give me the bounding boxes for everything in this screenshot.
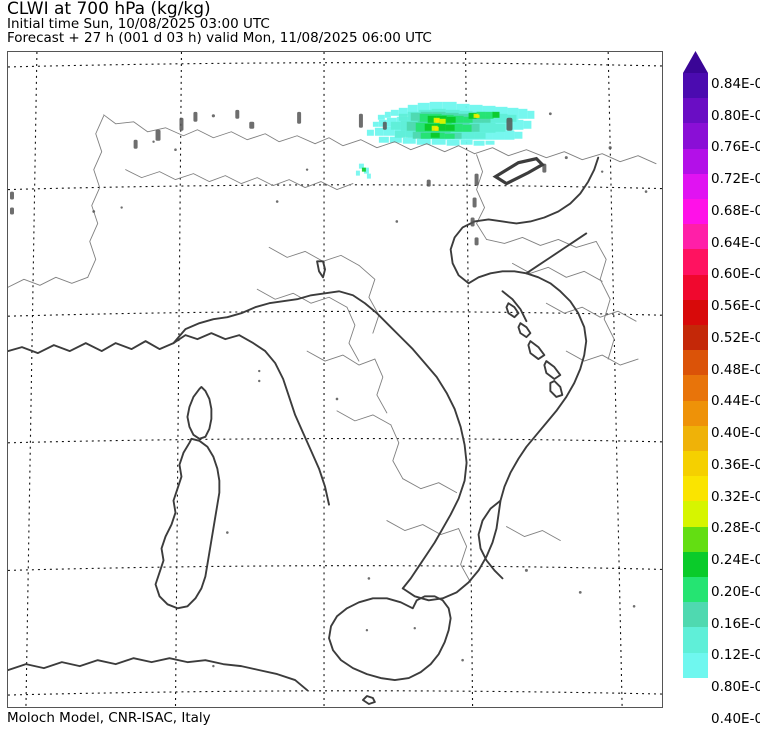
- colorbar-tick-label: 0.16E-03: [711, 615, 760, 632]
- colorbar-band: [683, 501, 708, 527]
- map-canvas: [8, 52, 662, 707]
- data-field-clwi: [355, 101, 535, 179]
- colorbar-band: [683, 652, 708, 678]
- colorbar-tick-label: 0.44E-03: [711, 393, 760, 410]
- colorbar-band: [683, 425, 708, 452]
- colorbar-band: [683, 526, 708, 552]
- colorbar-band: [683, 123, 708, 149]
- colorbar-tick-label: 0.72E-03: [711, 171, 760, 188]
- colorbar-tick-label: 0.76E-03: [711, 139, 760, 156]
- map-panel[interactable]: [7, 51, 663, 708]
- colorbar-tick-labels: 0.84E-03 0.80E-03 0.76E-03 0.72E-03 0.68E-03…: [711, 51, 760, 726]
- colorbar-tick-label: 0.52E-03: [711, 329, 760, 346]
- colorbar-tick-label: 0.40E-03: [711, 425, 760, 442]
- colorbar-bands: [683, 73, 708, 678]
- graticule: [8, 52, 662, 707]
- colorbar-tick-label: 0.36E-03: [711, 456, 760, 473]
- colorbar-band: [683, 451, 708, 477]
- colorbar-band: [683, 627, 708, 653]
- colorbar-band: [683, 299, 708, 326]
- colorbar-band: [683, 602, 708, 628]
- page-title: CLWI at 700 hPa (kg/kg): [7, 0, 211, 19]
- colorbar-tick-label: 0.68E-03: [711, 202, 760, 219]
- colorbar-band: [683, 73, 708, 99]
- coastlines: [8, 156, 600, 705]
- colorbar-band: [683, 325, 708, 351]
- colorbar: [683, 51, 708, 678]
- colorbar-band: [683, 173, 708, 200]
- colorbar-band: [683, 274, 708, 300]
- administrative-borders: [8, 114, 657, 583]
- initial-time-label: Initial time Sun, 10/08/2025 03:00 UTC: [7, 16, 270, 32]
- colorbar-band: [683, 375, 708, 401]
- colorbar-tick-label: 0.28E-03: [711, 520, 760, 537]
- colorbar-tick-label: 0.20E-03: [711, 583, 760, 600]
- colorbar-tick-label: 0.80E-03: [711, 107, 760, 124]
- colorbar-tick-label: 0.60E-03: [711, 266, 760, 283]
- colorbar-band: [683, 199, 708, 225]
- colorbar-tick-label: 0.40E-04: [711, 710, 760, 727]
- colorbar-max-arrow: [683, 51, 708, 73]
- colorbar-tick-label: 0.48E-03: [711, 361, 760, 378]
- colorbar-band: [683, 350, 708, 376]
- colorbar-tick-label: 0.64E-03: [711, 234, 760, 251]
- austria-border-highlight: [492, 156, 545, 186]
- colorbar-band: [683, 98, 708, 124]
- colorbar-tick-label: 0.84E-03: [711, 76, 760, 92]
- forecast-validity-label: Forecast + 27 h (001 d 03 h) valid Mon, …: [7, 30, 432, 46]
- colorbar-band: [683, 148, 708, 174]
- colorbar-tick-label: 0.12E-03: [711, 647, 760, 664]
- model-attribution: Moloch Model, CNR-ISAC, Italy: [7, 710, 211, 726]
- colorbar-band: [683, 551, 708, 578]
- colorbar-tick-label: 0.80E-04: [711, 679, 760, 696]
- colorbar-tick-label: 0.32E-03: [711, 488, 760, 505]
- colorbar-band: [683, 249, 708, 275]
- colorbar-tick-label: 0.56E-03: [711, 298, 760, 315]
- colorbar-band: [683, 224, 708, 250]
- terrain-speckles: [9, 109, 648, 668]
- colorbar-band: [683, 476, 708, 502]
- colorbar-band: [683, 400, 708, 426]
- chart-header: CLWI at 700 hPa (kg/kg) Initial time Sun…: [7, 0, 687, 46]
- colorbar-band: [683, 577, 708, 603]
- colorbar-tick-label: 0.24E-03: [711, 552, 760, 569]
